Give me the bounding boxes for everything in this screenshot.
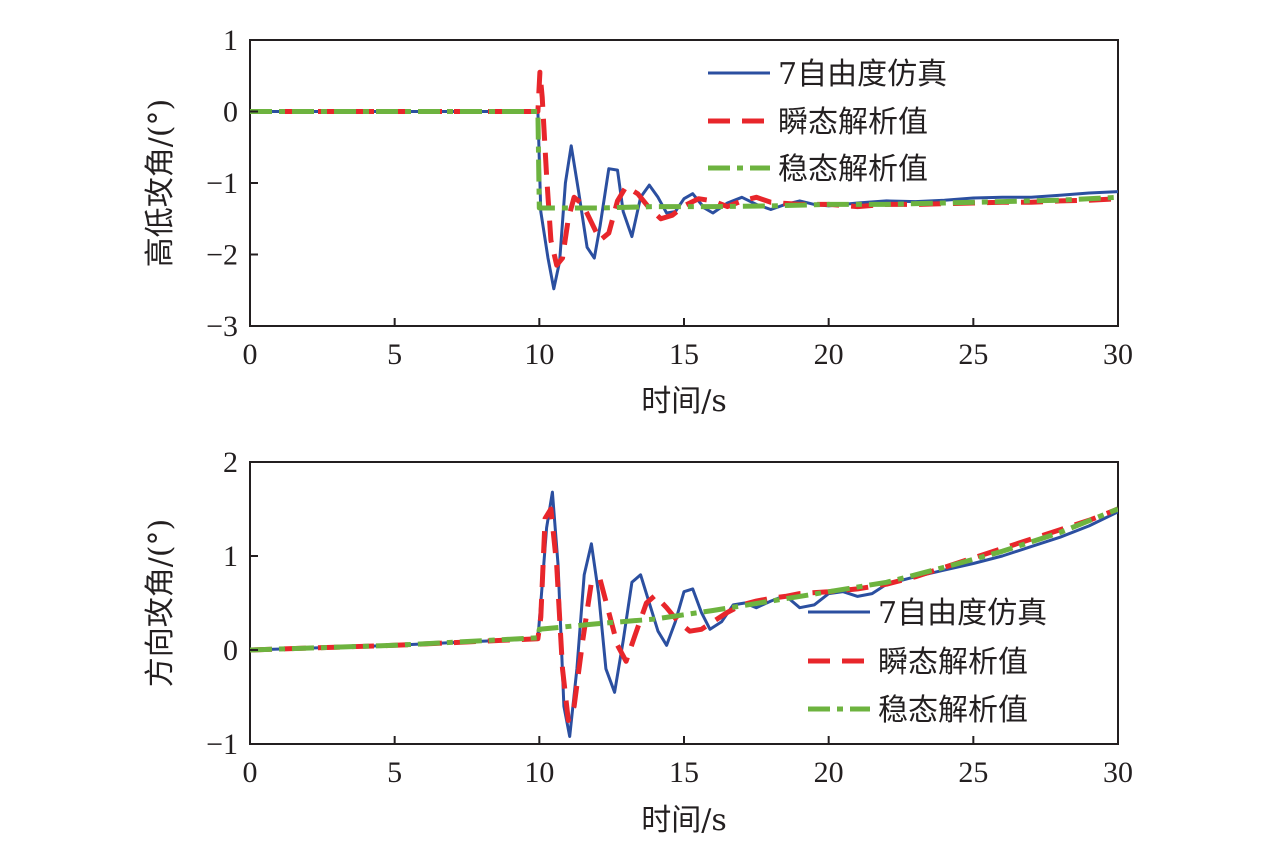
legend-label-top-0: 7自由度仿真 bbox=[778, 57, 947, 92]
series-layer-bottom bbox=[250, 490, 1118, 738]
y-tick-label-top-3: −2 bbox=[206, 239, 238, 272]
y-axis-title-bottom: 方向攻角/(°) bbox=[143, 519, 178, 688]
y-tick-label-bottom-0: 2 bbox=[223, 446, 238, 479]
y-tick-label-top-0: 1 bbox=[223, 24, 238, 57]
x-axis-title-top: 时间/s bbox=[641, 384, 727, 419]
x-tick-label-bottom-1: 5 bbox=[387, 756, 402, 789]
x-tick-label-bottom-0: 0 bbox=[243, 756, 258, 789]
y-tick-label-bottom-2: 0 bbox=[223, 634, 238, 667]
x-tick-label-top-4: 20 bbox=[814, 338, 844, 371]
series-layer-top bbox=[250, 69, 1118, 291]
x-tick-label-top-5: 25 bbox=[958, 338, 988, 371]
legend-label-bottom-1: 瞬态解析值 bbox=[878, 645, 1028, 680]
legend-label-bottom-2: 稳态解析值 bbox=[878, 693, 1028, 728]
x-tick-label-top-0: 0 bbox=[243, 338, 258, 371]
legend-bottom: 7自由度仿真 瞬态解析值 稳态解析值 bbox=[808, 596, 1047, 728]
y-tick-label-bottom-3: −1 bbox=[206, 728, 238, 761]
x-tick-label-top-2: 10 bbox=[524, 338, 554, 371]
x-axis-title-bottom: 时间/s bbox=[641, 803, 727, 838]
legend-label-top-2: 稳态解析值 bbox=[778, 152, 928, 187]
x-tick-label-bottom-5: 25 bbox=[958, 756, 988, 789]
series-line-bottom-2 bbox=[250, 506, 1118, 653]
y-tick-label-bottom-1: 1 bbox=[223, 540, 238, 573]
series-line-top-2 bbox=[250, 109, 1118, 211]
x-tick-label-top-3: 15 bbox=[669, 338, 699, 371]
legend-top: 7自由度仿真 瞬态解析值 稳态解析值 bbox=[708, 57, 947, 187]
y-tick-label-top-4: −3 bbox=[206, 310, 238, 343]
y-tick-label-top-2: −1 bbox=[206, 167, 238, 200]
y-axis-title-top: 高低攻角/(°) bbox=[143, 99, 178, 268]
series-line-top-1 bbox=[250, 69, 1118, 268]
x-tick-label-bottom-3: 15 bbox=[669, 756, 699, 789]
x-tick-label-top-1: 5 bbox=[387, 338, 402, 371]
x-tick-label-bottom-2: 10 bbox=[524, 756, 554, 789]
y-tick-label-top-1: 0 bbox=[223, 96, 238, 129]
plot-frame-top bbox=[249, 39, 1119, 327]
x-tick-label-bottom-4: 20 bbox=[814, 756, 844, 789]
legend-label-top-1: 瞬态解析值 bbox=[778, 105, 928, 140]
x-tick-label-bottom-6: 30 bbox=[1103, 756, 1133, 789]
x-tick-label-top-6: 30 bbox=[1103, 338, 1133, 371]
legend-label-bottom-0: 7自由度仿真 bbox=[878, 596, 1047, 631]
